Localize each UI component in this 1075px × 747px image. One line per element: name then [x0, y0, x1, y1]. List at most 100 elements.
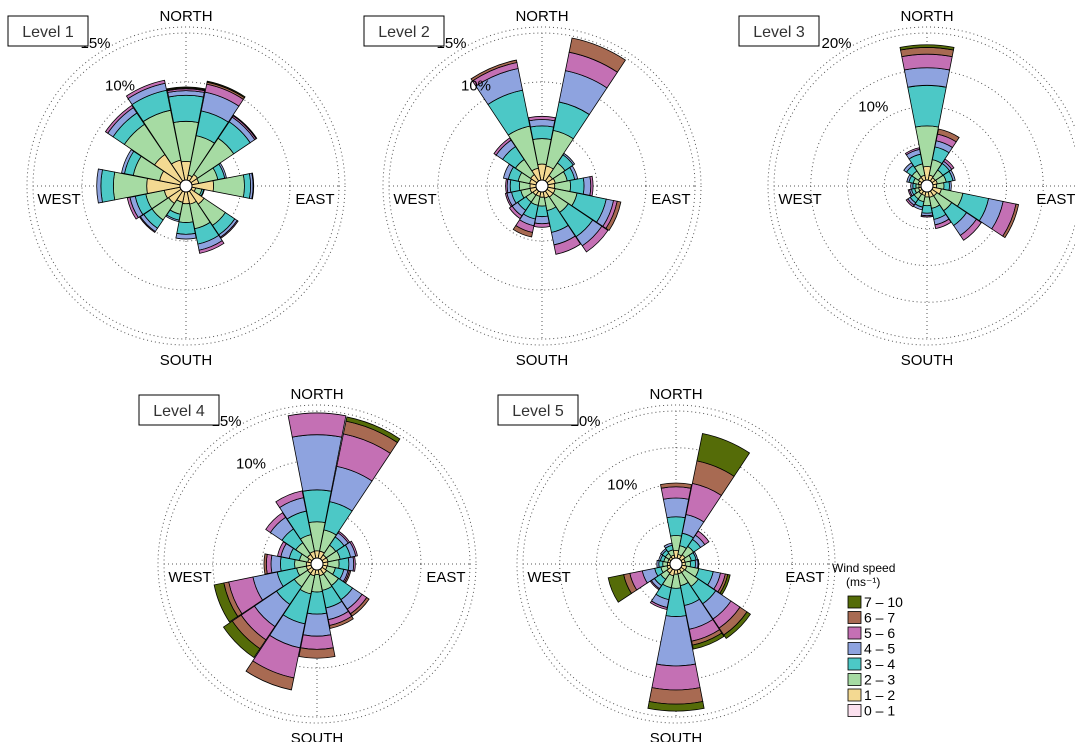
- petal-segment: [656, 559, 660, 569]
- petal-segment: [242, 173, 252, 199]
- petal-segment: [907, 85, 947, 128]
- petal-segment: [903, 67, 951, 88]
- petal-segment: [270, 554, 282, 574]
- label-east: EAST: [651, 191, 690, 208]
- petal-segment: [533, 222, 551, 228]
- petal-segment: [530, 125, 554, 140]
- petal-segment: [219, 219, 239, 239]
- petal-segment: [607, 574, 633, 603]
- legend-swatch: [847, 626, 862, 640]
- label-south: SOUTH: [650, 730, 703, 742]
- petal-segment: [920, 214, 934, 218]
- petal-segment: [349, 596, 370, 617]
- petal-segment: [213, 582, 239, 623]
- outer-ring: [516, 404, 836, 724]
- petal-segment: [265, 512, 287, 534]
- petal-segment: [959, 218, 982, 241]
- petal-segment: [719, 574, 731, 596]
- ring-label: 20%: [821, 35, 851, 52]
- center-calm-circle: [310, 557, 324, 571]
- ring-label: 10%: [461, 78, 491, 95]
- petal-segment: [96, 168, 103, 204]
- petal-segment: [222, 620, 261, 659]
- grid-ring: [773, 32, 1075, 340]
- petal-segment: [166, 86, 206, 91]
- legend-label: 6 – 7: [864, 610, 895, 626]
- petal-segment: [901, 53, 953, 71]
- panel-level-3: 10% 20% NORTH SOUTH EAST WEST Level 3: [738, 8, 1075, 369]
- grid-ring: [522, 410, 830, 718]
- petal-segment: [905, 198, 915, 208]
- grid-ring: [212, 459, 422, 669]
- label-west: WEST: [527, 569, 570, 586]
- legend-label: 0 – 1: [864, 703, 895, 719]
- petal-segment: [263, 553, 268, 575]
- legend-label: 4 – 5: [864, 641, 895, 657]
- petal-segment: [723, 611, 752, 640]
- label-west: WEST: [168, 569, 211, 586]
- petal-segment: [245, 660, 295, 691]
- petal-segment: [696, 433, 751, 477]
- legend-swatch: [847, 704, 862, 717]
- petal-segment: [921, 204, 933, 214]
- petal-segment: [658, 560, 664, 568]
- petal-segment: [647, 701, 705, 712]
- panel-title-box: [363, 15, 445, 47]
- ring-label: 10%: [105, 78, 135, 95]
- label-east: EAST: [785, 569, 824, 586]
- panel-title: Level 3: [753, 24, 805, 41]
- legend-swatch: [847, 688, 862, 702]
- petal-segment: [605, 200, 622, 232]
- petal-segment: [175, 232, 197, 240]
- petal-segment: [338, 557, 350, 571]
- petal-segment: [553, 235, 582, 255]
- legend-label: 5 – 6: [864, 625, 895, 641]
- petal-segment: [528, 115, 556, 122]
- petal-segment: [470, 59, 518, 82]
- petal-segment: [125, 79, 166, 100]
- outer-ring: [26, 26, 346, 346]
- label-south: SOUTH: [160, 352, 213, 369]
- label-north: NORTH: [290, 386, 343, 403]
- outer-ring: [157, 404, 477, 724]
- petal-segment: [943, 181, 950, 191]
- petal-segment: [352, 556, 356, 572]
- petal-segment: [176, 221, 196, 235]
- label-south: SOUTH: [516, 352, 569, 369]
- petal-segment: [206, 80, 246, 99]
- ring-label: 10%: [236, 456, 266, 473]
- grid-ring: [163, 410, 471, 718]
- legend-swatch: [847, 673, 862, 686]
- panel-title-box: [497, 394, 579, 426]
- petal-segment: [694, 530, 710, 546]
- grid-ring: [486, 130, 598, 242]
- label-north: NORTH: [515, 8, 568, 25]
- petal-segment: [121, 149, 135, 174]
- center-calm-circle: [179, 179, 193, 193]
- legend-label: 2 – 3: [864, 672, 895, 688]
- petal-segment: [691, 632, 725, 650]
- grid-ring: [81, 81, 291, 291]
- petal-segment: [287, 412, 347, 438]
- center-calm-circle: [920, 179, 934, 193]
- grid-ring: [810, 69, 1044, 303]
- petal-segment: [934, 218, 952, 230]
- petal-segment: [697, 559, 700, 569]
- legend: Wind speed (ms⁻¹) 7 – 106 – 75 – 64 – 53…: [832, 561, 903, 719]
- panel-title-box: [738, 15, 820, 47]
- petal-segment: [251, 172, 255, 200]
- panel-title: Level 1: [22, 24, 74, 41]
- petal-segment: [937, 128, 960, 143]
- petal-segment: [569, 177, 585, 195]
- outer-ring: [382, 26, 702, 346]
- ring-label: 10%: [858, 99, 888, 116]
- petal-segment: [663, 542, 673, 549]
- legend-label: 1 – 2: [864, 687, 895, 703]
- legend-swatch: [847, 642, 862, 655]
- legend-label: 3 – 4: [864, 656, 895, 672]
- petal-segment: [493, 137, 512, 156]
